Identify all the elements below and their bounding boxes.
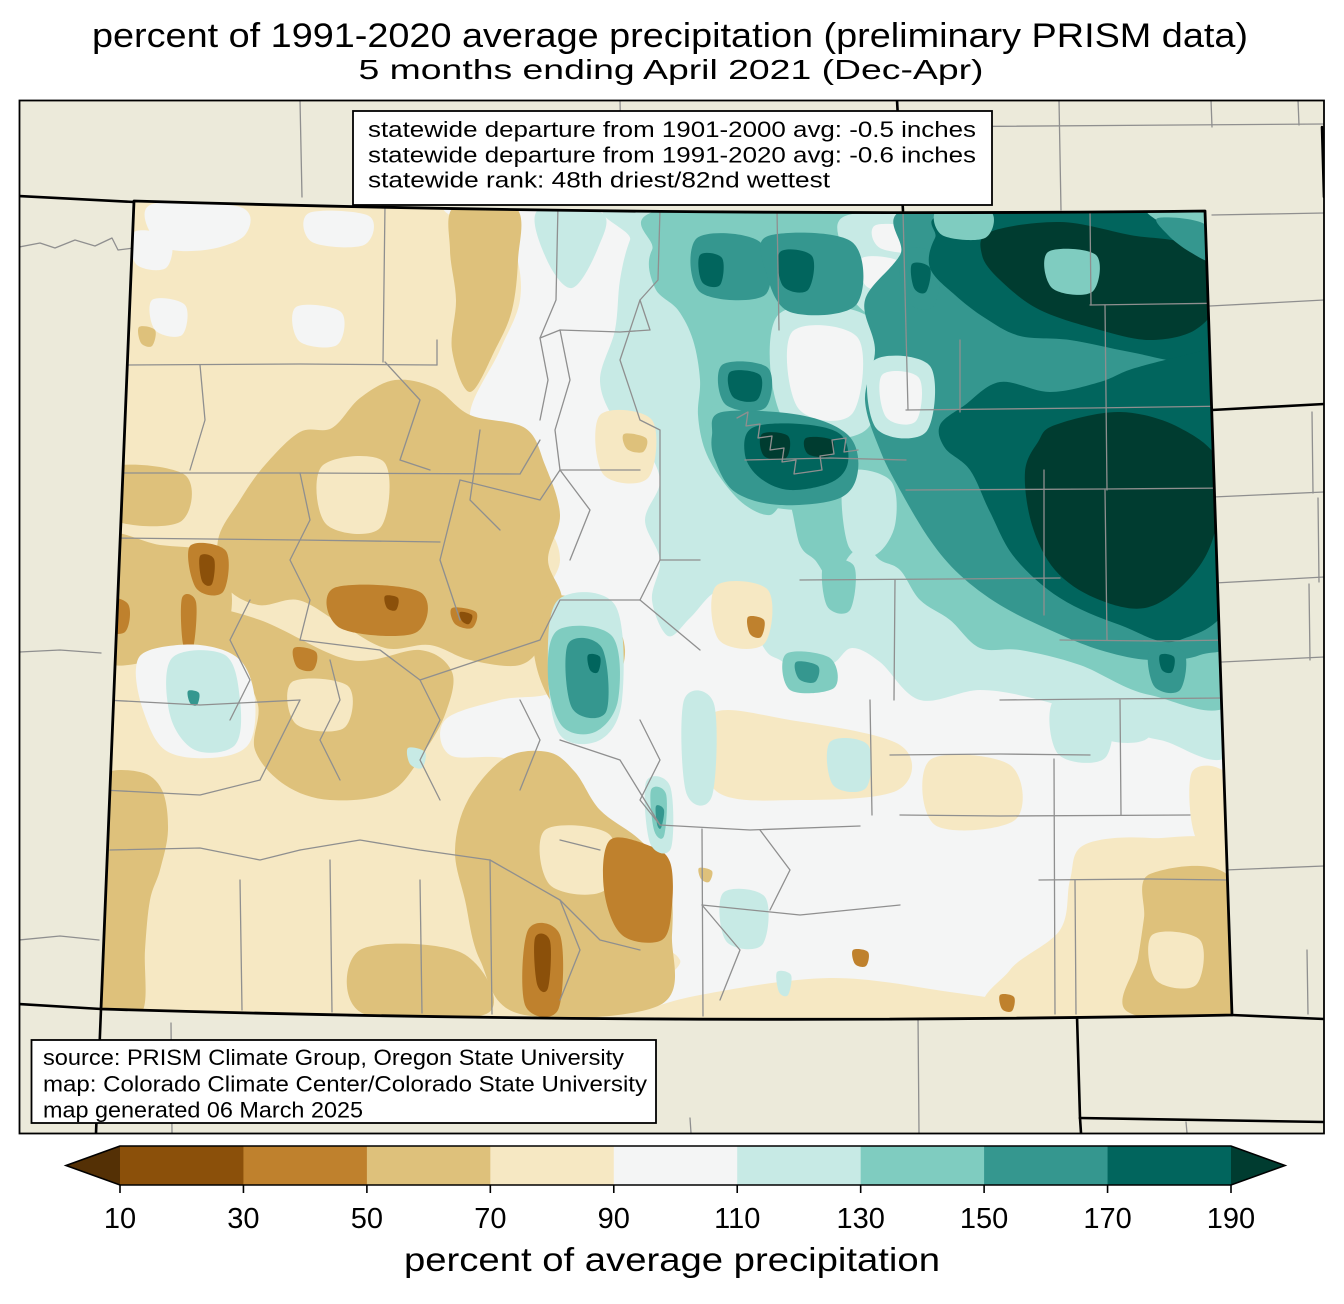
svg-text:statewide departure from 1901-: statewide departure from 1901-2000 avg: … — [368, 117, 976, 142]
svg-text:percent of average precipitati: percent of average precipitation — [404, 1241, 940, 1278]
svg-text:statewide departure from 1991-: statewide departure from 1991-2020 avg: … — [368, 142, 976, 167]
svg-text:source: PRISM Climate Group, O: source: PRISM Climate Group, Oregon Stat… — [43, 1045, 624, 1070]
svg-text:map: Colorado Climate Center/C: map: Colorado Climate Center/Colorado St… — [43, 1072, 647, 1097]
svg-text:150: 150 — [960, 1203, 1008, 1235]
svg-text:170: 170 — [1083, 1203, 1131, 1235]
svg-text:130: 130 — [836, 1203, 884, 1235]
svg-text:70: 70 — [474, 1203, 506, 1235]
svg-text:50: 50 — [351, 1203, 383, 1235]
svg-text:90: 90 — [598, 1203, 630, 1235]
svg-text:map generated 06 March 2025: map generated 06 March 2025 — [43, 1098, 363, 1123]
svg-text:5 months ending April 2021 (De: 5 months ending April 2021 (Dec-Apr) — [359, 54, 984, 85]
svg-text:10: 10 — [104, 1203, 136, 1235]
svg-text:percent of 1991-2020 average p: percent of 1991-2020 average precipitati… — [92, 17, 1248, 55]
svg-text:110: 110 — [714, 1203, 760, 1235]
svg-text:statewide rank: 48th driest/82: statewide rank: 48th driest/82nd wettest — [368, 168, 830, 193]
svg-text:30: 30 — [227, 1203, 259, 1235]
svg-text:190: 190 — [1207, 1203, 1255, 1235]
